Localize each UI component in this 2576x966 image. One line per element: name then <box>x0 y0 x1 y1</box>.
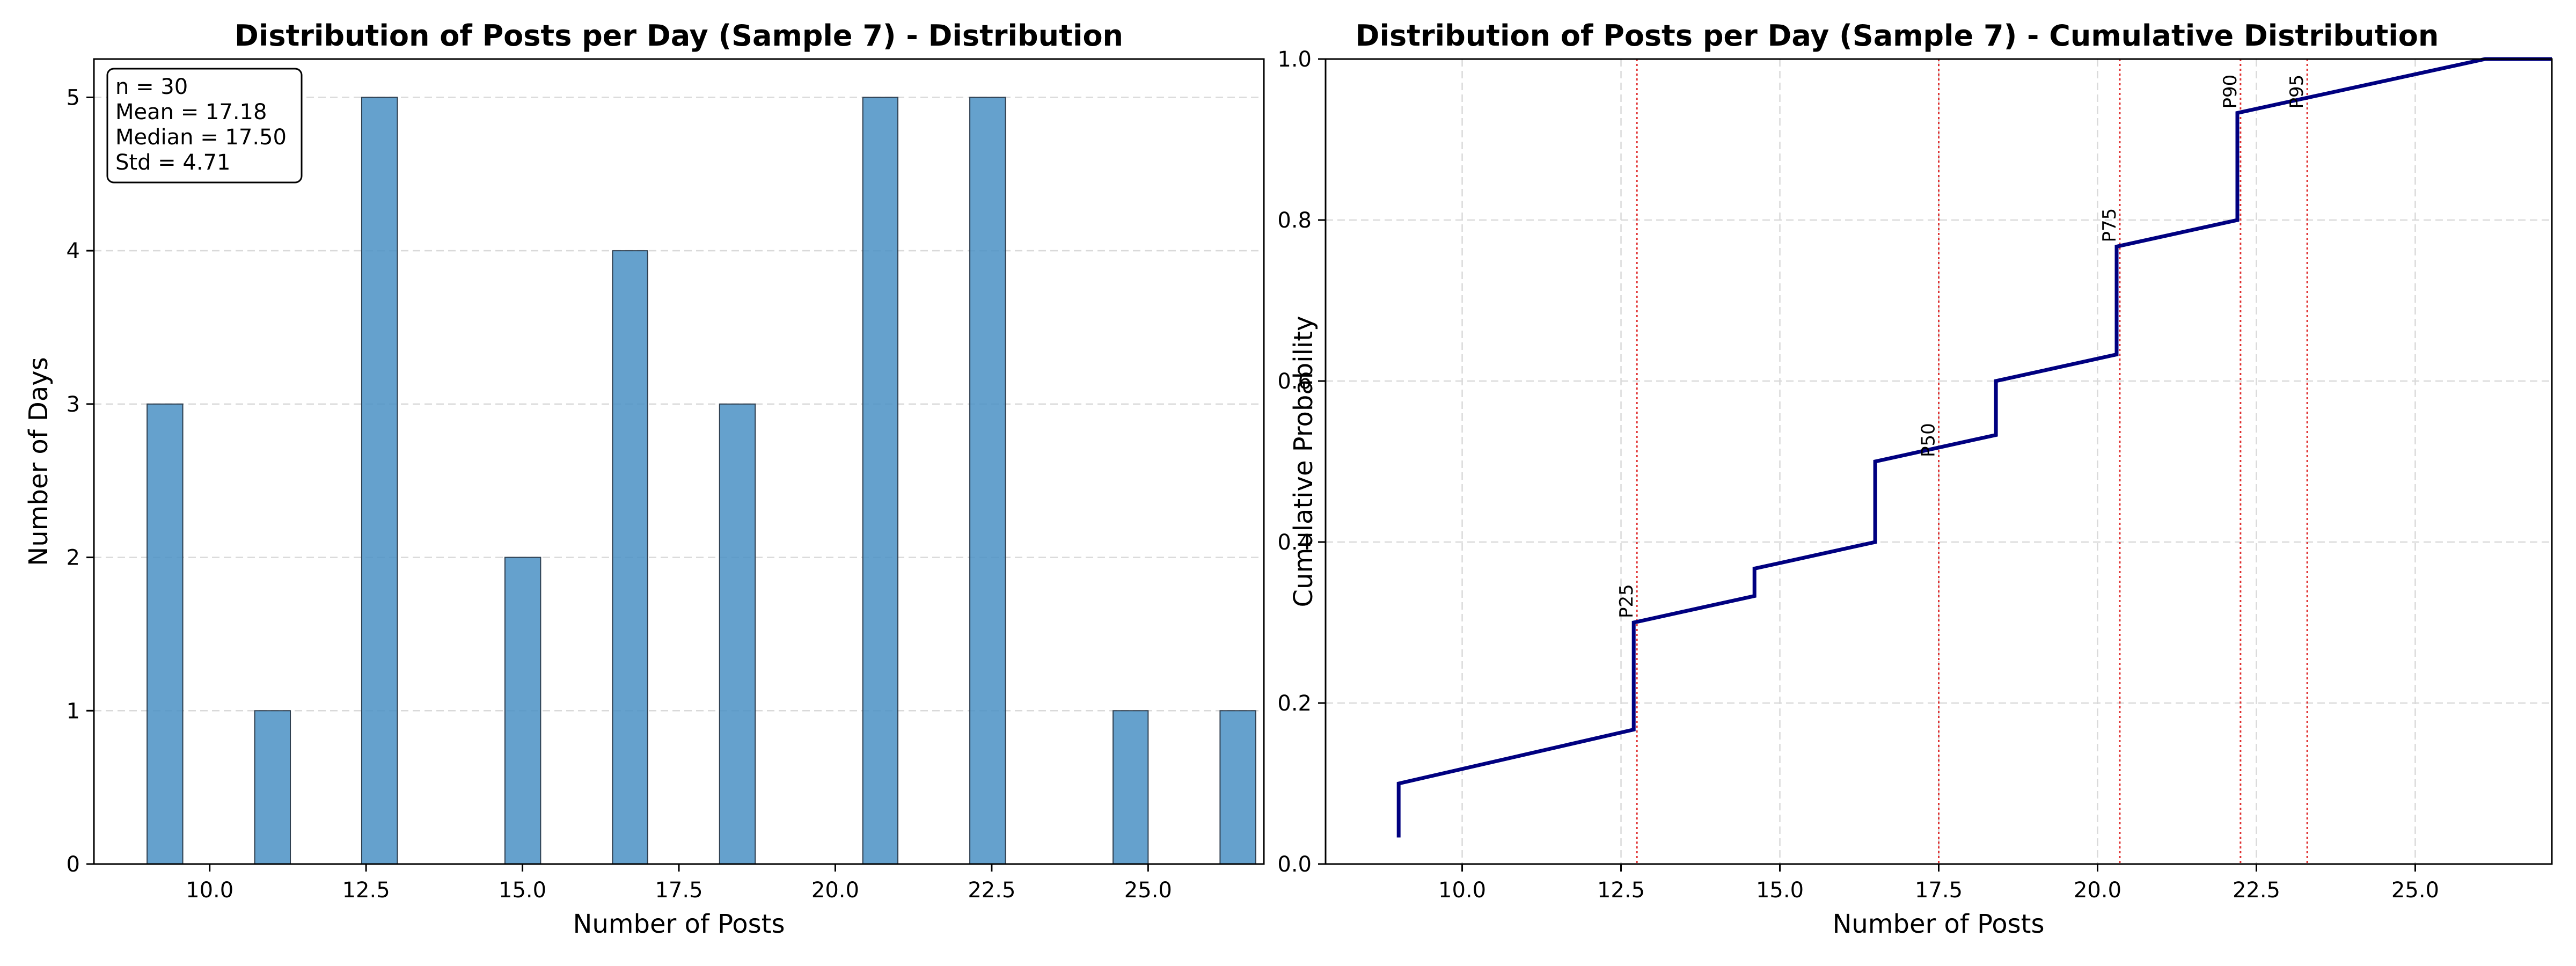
x-tick-label: 25.0 <box>2391 878 2439 903</box>
x-tick-label: 15.0 <box>1756 878 1804 903</box>
y-tick-label: 3 <box>67 392 80 417</box>
histogram-title: Distribution of Posts per Day (Sample 7)… <box>235 19 1123 53</box>
y-tick-label: 1 <box>67 699 80 723</box>
x-tick-label: 17.5 <box>655 878 702 903</box>
y-tick-label: 0.4 <box>1277 530 1312 555</box>
cdf-x-ticks: 10.0 12.5 15.0 17.5 20.0 22.5 25.0 <box>1438 864 2439 903</box>
cdf-y-label: Cumulative Probability <box>1289 316 1319 608</box>
histogram-bar <box>862 97 899 865</box>
histogram-bar <box>1219 710 1256 865</box>
percentile-label: P90 <box>2220 75 2241 109</box>
cdf-percentile-lines <box>1636 59 2308 864</box>
x-tick-label: 10.0 <box>1438 878 1486 903</box>
x-tick-label: 12.5 <box>342 878 390 903</box>
histogram-bar <box>361 97 398 865</box>
y-tick-label: 0.8 <box>1277 208 1312 233</box>
stat-mean: Mean = 17.18 <box>115 100 267 125</box>
histogram-bars <box>147 97 1256 865</box>
x-tick-label: 22.5 <box>2233 878 2280 903</box>
histogram-chart: Distribution of Posts per Day (Sample 7)… <box>24 19 1265 939</box>
histogram-y-label: Number of Days <box>24 357 54 566</box>
y-tick-label: 0.2 <box>1277 691 1312 716</box>
histogram-bar <box>504 557 541 865</box>
x-tick-label: 10.0 <box>186 878 233 903</box>
histogram-x-label: Number of Posts <box>573 909 785 939</box>
stats-box-frame <box>106 68 303 184</box>
y-tick-label: 0.0 <box>1277 852 1312 877</box>
histogram-bar <box>254 710 291 865</box>
percentile-label: P75 <box>2099 208 2120 243</box>
x-tick-label: 17.5 <box>1915 878 1963 903</box>
y-tick-label: 4 <box>67 239 80 264</box>
histogram-bar <box>147 403 184 865</box>
percentile-label: P50 <box>1918 423 1940 457</box>
y-tick-label: 5 <box>67 85 80 110</box>
stats-box: n = 30 Mean = 17.18 Median = 17.50 Std =… <box>106 68 303 184</box>
percentile-label: P95 <box>2286 75 2308 109</box>
cdf-line <box>1396 57 2552 838</box>
stat-median: Median = 17.50 <box>115 125 287 150</box>
x-tick-label: 15.0 <box>499 878 546 903</box>
histogram-bar <box>969 97 1006 865</box>
histogram-gridlines <box>94 97 1264 712</box>
histogram-bar <box>1113 710 1149 865</box>
cdf-title: Distribution of Posts per Day (Sample 7)… <box>1356 19 2439 53</box>
y-tick-label: 1.0 <box>1277 47 1312 72</box>
histogram-x-ticks: 10.0 12.5 15.0 17.5 20.0 22.5 25.0 <box>186 864 1172 903</box>
y-tick-label: 0 <box>67 852 80 877</box>
histogram-bar <box>612 250 648 865</box>
histogram-bar <box>719 403 756 865</box>
cdf-y-ticks: 0.0 0.2 0.4 0.6 0.8 1.0 <box>1277 47 1326 877</box>
x-tick-label: 12.5 <box>1597 878 1645 903</box>
percentile-label: P25 <box>1616 584 1637 618</box>
histogram-y-ticks: 0 1 2 3 4 5 <box>67 85 94 877</box>
x-tick-label: 25.0 <box>1124 878 1172 903</box>
y-tick-label: 0.6 <box>1277 369 1312 394</box>
y-tick-label: 2 <box>67 546 80 570</box>
percentile-labels: P25 P50 P75 P90 P95 <box>1616 75 2308 618</box>
x-tick-label: 20.0 <box>2074 878 2121 903</box>
x-tick-label: 22.5 <box>968 878 1015 903</box>
stat-std: Std = 4.71 <box>115 150 230 175</box>
stat-n: n = 30 <box>115 75 188 99</box>
cdf-x-label: Number of Posts <box>1832 909 2044 939</box>
cdf-chart: Distribution of Posts per Day (Sample 7)… <box>1277 19 2553 939</box>
x-tick-label: 20.0 <box>811 878 859 903</box>
